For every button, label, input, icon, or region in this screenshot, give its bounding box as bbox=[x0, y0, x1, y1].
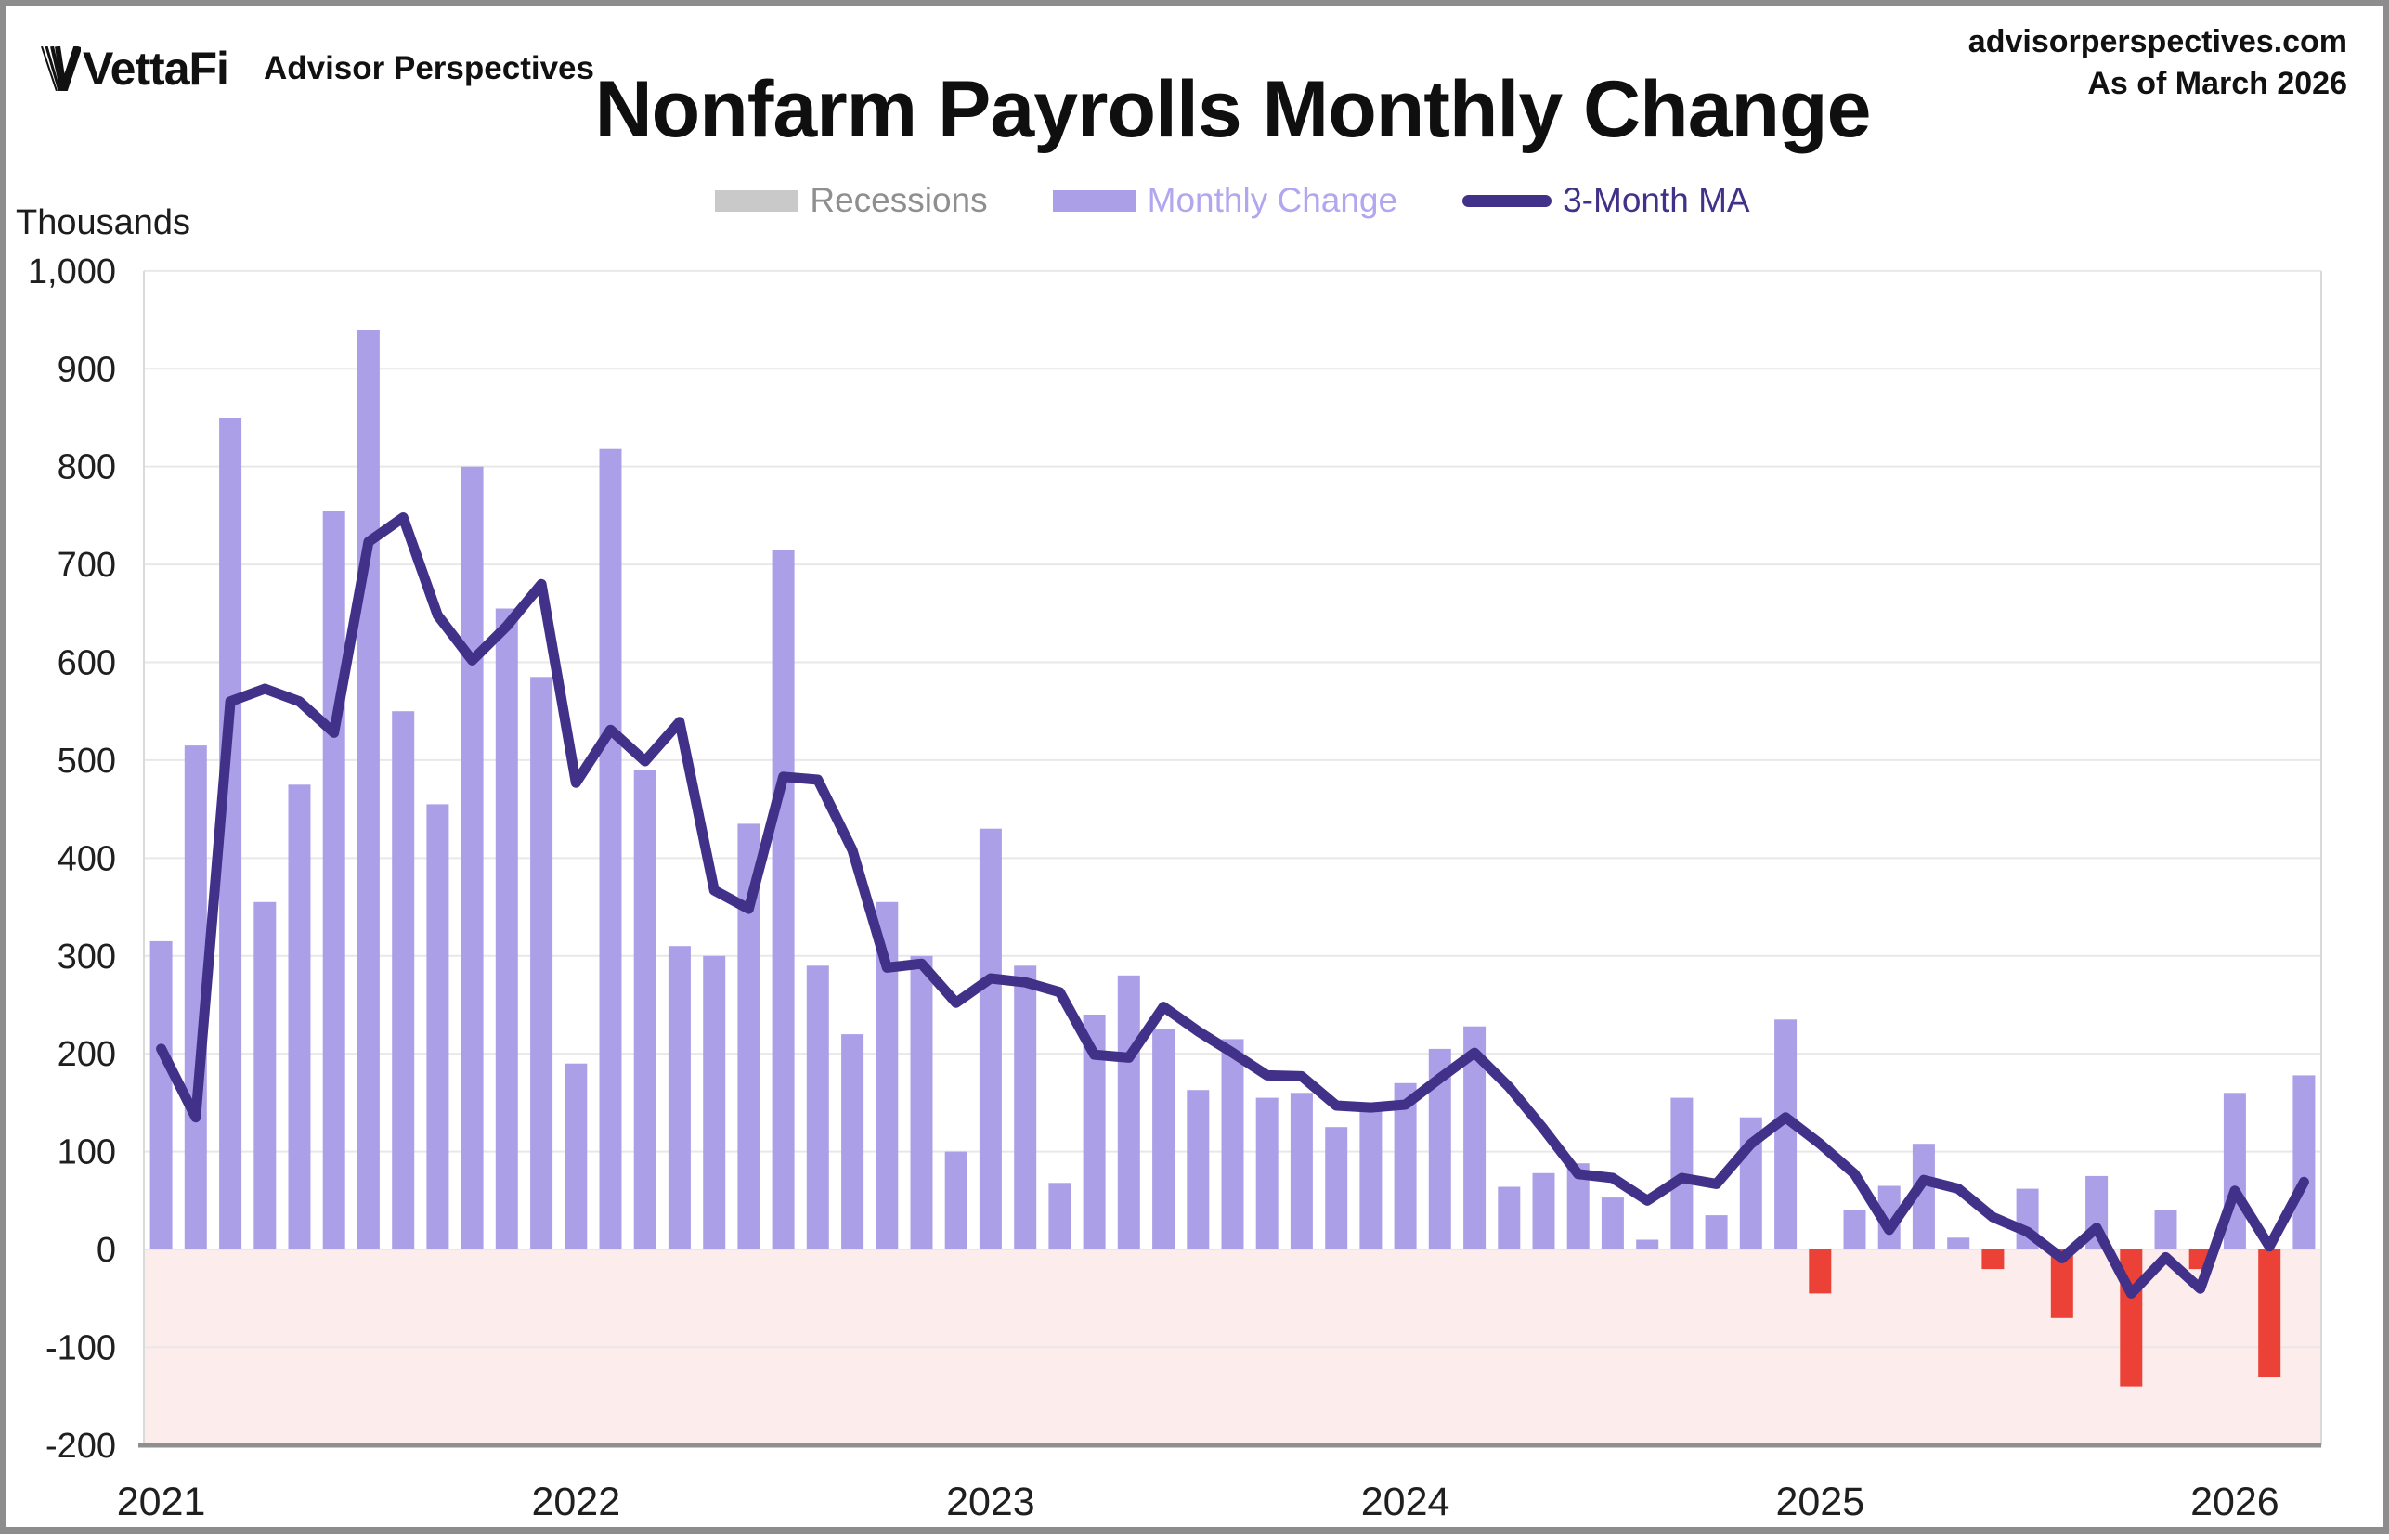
logo-subtext: Advisor Perspectives bbox=[263, 50, 594, 86]
svg-text:700: 700 bbox=[58, 546, 116, 585]
chart-legend: Recessions Monthly Change 3-Month MA bbox=[144, 181, 2321, 220]
logo-text: VettaFi bbox=[83, 43, 229, 95]
vettafi-logo: VettaFi bbox=[40, 42, 229, 96]
svg-text:-200: -200 bbox=[45, 1427, 116, 1466]
svg-text:800: 800 bbox=[58, 448, 116, 487]
source-attribution: advisorperspectives.com As of March 2026 bbox=[1968, 21, 2347, 105]
legend-item-recessions: Recessions bbox=[715, 181, 988, 220]
monthly-change-swatch-icon bbox=[1052, 189, 1136, 212]
svg-text:2024: 2024 bbox=[1361, 1480, 1450, 1524]
source-site: advisorperspectives.com bbox=[1967, 24, 2347, 59]
svg-text:600: 600 bbox=[58, 644, 116, 683]
svg-text:2025: 2025 bbox=[1775, 1480, 1864, 1524]
legend-label: Recessions bbox=[810, 181, 988, 219]
svg-text:2023: 2023 bbox=[946, 1480, 1035, 1524]
svg-text:1,000: 1,000 bbox=[28, 252, 116, 291]
svg-text:400: 400 bbox=[58, 839, 116, 878]
y-axis-units-label: Thousands bbox=[16, 203, 191, 242]
payrolls-bar-chart: 1,000 900 800 700 600 500 400 300 200 100 0 -100 -20… bbox=[28, 252, 2322, 1524]
recessions-swatch-icon bbox=[715, 189, 799, 212]
svg-text:0: 0 bbox=[97, 1231, 116, 1270]
svg-text:100: 100 bbox=[58, 1133, 116, 1172]
logo-row: VettaFi Advisor Perspectives bbox=[40, 42, 594, 96]
svg-text:300: 300 bbox=[58, 938, 116, 977]
svg-text:200: 200 bbox=[58, 1035, 116, 1074]
legend-label: Monthly Change bbox=[1147, 181, 1398, 219]
svg-text:2026: 2026 bbox=[2190, 1480, 2279, 1524]
vettafi-v-icon bbox=[41, 46, 81, 91]
svg-text:500: 500 bbox=[58, 742, 116, 781]
as-of-date: As of March 2026 bbox=[2087, 65, 2347, 101]
svg-text:-100: -100 bbox=[45, 1328, 116, 1367]
svg-text:2022: 2022 bbox=[531, 1480, 620, 1524]
legend-item-monthly-change: Monthly Change bbox=[1052, 181, 1398, 220]
page-title: Nonfarm Payrolls Monthly Change bbox=[594, 65, 1872, 154]
svg-text:2021: 2021 bbox=[117, 1480, 206, 1524]
svg-text:900: 900 bbox=[58, 350, 116, 389]
legend-item-3-month-ma: 3-Month MA bbox=[1462, 181, 1750, 220]
legend-label: 3-Month MA bbox=[1563, 181, 1750, 219]
ma-line-swatch-icon bbox=[1462, 194, 1552, 207]
